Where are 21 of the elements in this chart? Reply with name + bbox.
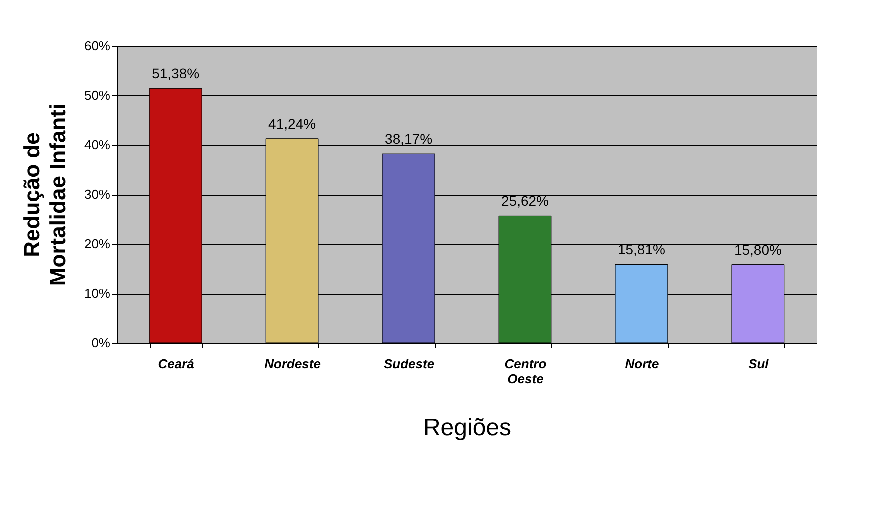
y-tick-label: 10% [84, 286, 111, 301]
data-label: 25,62% [501, 193, 549, 210]
data-label: 15,80% [734, 242, 782, 258]
x-axis-title: Regiões [423, 414, 512, 442]
data-label: 38,17% [385, 131, 433, 148]
x-tick-label: Ceará [158, 356, 194, 372]
y-axis-title: Redução de Mortalidae Infanti [19, 104, 70, 286]
data-label: 41,24% [268, 116, 316, 132]
x-tick-label: Sudeste [384, 356, 435, 372]
data-label: 51,38% [152, 66, 200, 82]
y-tick-label: 50% [84, 88, 111, 103]
y-tick-label: 60% [84, 38, 111, 54]
data-label: 15,81% [618, 242, 666, 258]
x-tick-label: Centro Oeste [504, 356, 547, 386]
y-tick-label: 0% [92, 336, 111, 350]
x-tick-label: Nordeste [264, 356, 321, 372]
y-tick-label: 20% [84, 236, 111, 252]
y-tick-label: 30% [84, 187, 111, 202]
x-tick-label: Norte [625, 356, 660, 372]
x-tick-label: Sul [748, 356, 770, 372]
y-tick-label: 40% [84, 138, 111, 152]
